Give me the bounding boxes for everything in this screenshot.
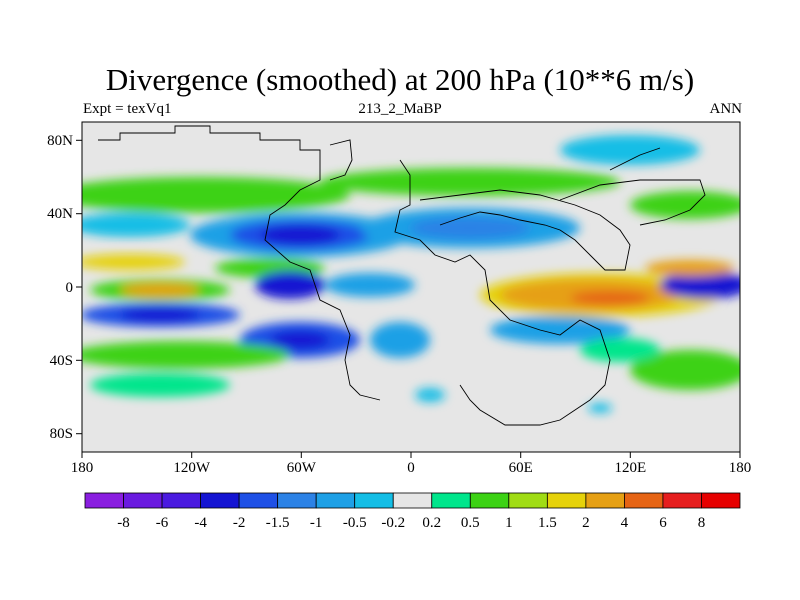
page-title: Divergence (smoothed) at 200 hPa (10**6 … [105,62,695,97]
colorbar-swatch [546,492,587,509]
lat-axis-labels: 80N 40N 0 40S 80S [47,133,73,442]
colorbar-swatch [238,492,279,509]
colorbar-swatch [315,492,356,509]
lat-label: 40N [47,206,73,222]
colorbar-label: 1 [505,515,513,531]
colorbar-label: -1 [310,515,323,531]
lat-label: 40S [50,353,73,369]
lat-label: 0 [66,280,74,296]
lat-label: 80N [47,133,73,149]
lon-label: 0 [407,460,415,476]
divergence-field [82,135,740,413]
colorbar: -8 -6 -4 -2 -1.5 -1 -0.5 -0.2 0.2 0.5 1 1.5 2 4 6 8 [84,492,741,531]
colorbar-label: -0.5 [343,515,367,531]
colorbar-label: 4 [621,515,629,531]
colorbar-label: 2 [582,515,590,531]
colorbar-swatch [84,492,124,509]
colorbar-swatch [508,492,548,509]
colorbar-swatch [431,492,471,509]
lon-label: 180 [729,460,752,476]
colorbar-swatch [161,492,201,509]
coastlines [98,125,706,426]
colorbar-label: 8 [698,515,706,531]
case-label: 213_2_MaBP [358,101,442,117]
colorbar-label: 0.5 [461,515,480,531]
colorbar-swatch [277,492,317,509]
colorbar-swatch [662,492,702,509]
colorbar-label: -2 [233,515,246,531]
tick-marks [76,139,741,458]
colorbar-label: 1.5 [538,515,557,531]
colorbar-label: -6 [156,515,169,531]
lon-label: 120W [173,460,211,476]
lon-label: 60E [509,460,533,476]
colorbar-label: -0.2 [381,515,405,531]
colorbar-label: 0.2 [422,515,441,531]
colorbar-swatch [200,492,240,509]
colorbar-swatch [354,492,394,509]
colorbar-label: -4 [194,515,207,531]
colorbar-label: 6 [659,515,667,531]
colorbar-swatch [123,492,163,509]
colorbar-label: -8 [117,515,130,531]
lon-label: 180 [71,460,94,476]
colorbar-label: -1.5 [266,515,290,531]
lon-axis-labels: 180 120W 60W 0 60E 120E 180 [71,460,752,476]
colorbar-swatch [624,492,664,509]
colorbar-swatch [469,492,510,509]
colorbar-swatch [701,492,741,509]
lon-label: 120E [614,460,646,476]
colorbar-swatch [585,492,625,509]
lon-label: 60W [287,460,317,476]
colorbar-swatch [392,492,433,509]
experiment-label: Expt = texVq1 [83,101,172,117]
season-label: ANN [709,101,743,117]
lat-label: 80S [50,426,73,442]
